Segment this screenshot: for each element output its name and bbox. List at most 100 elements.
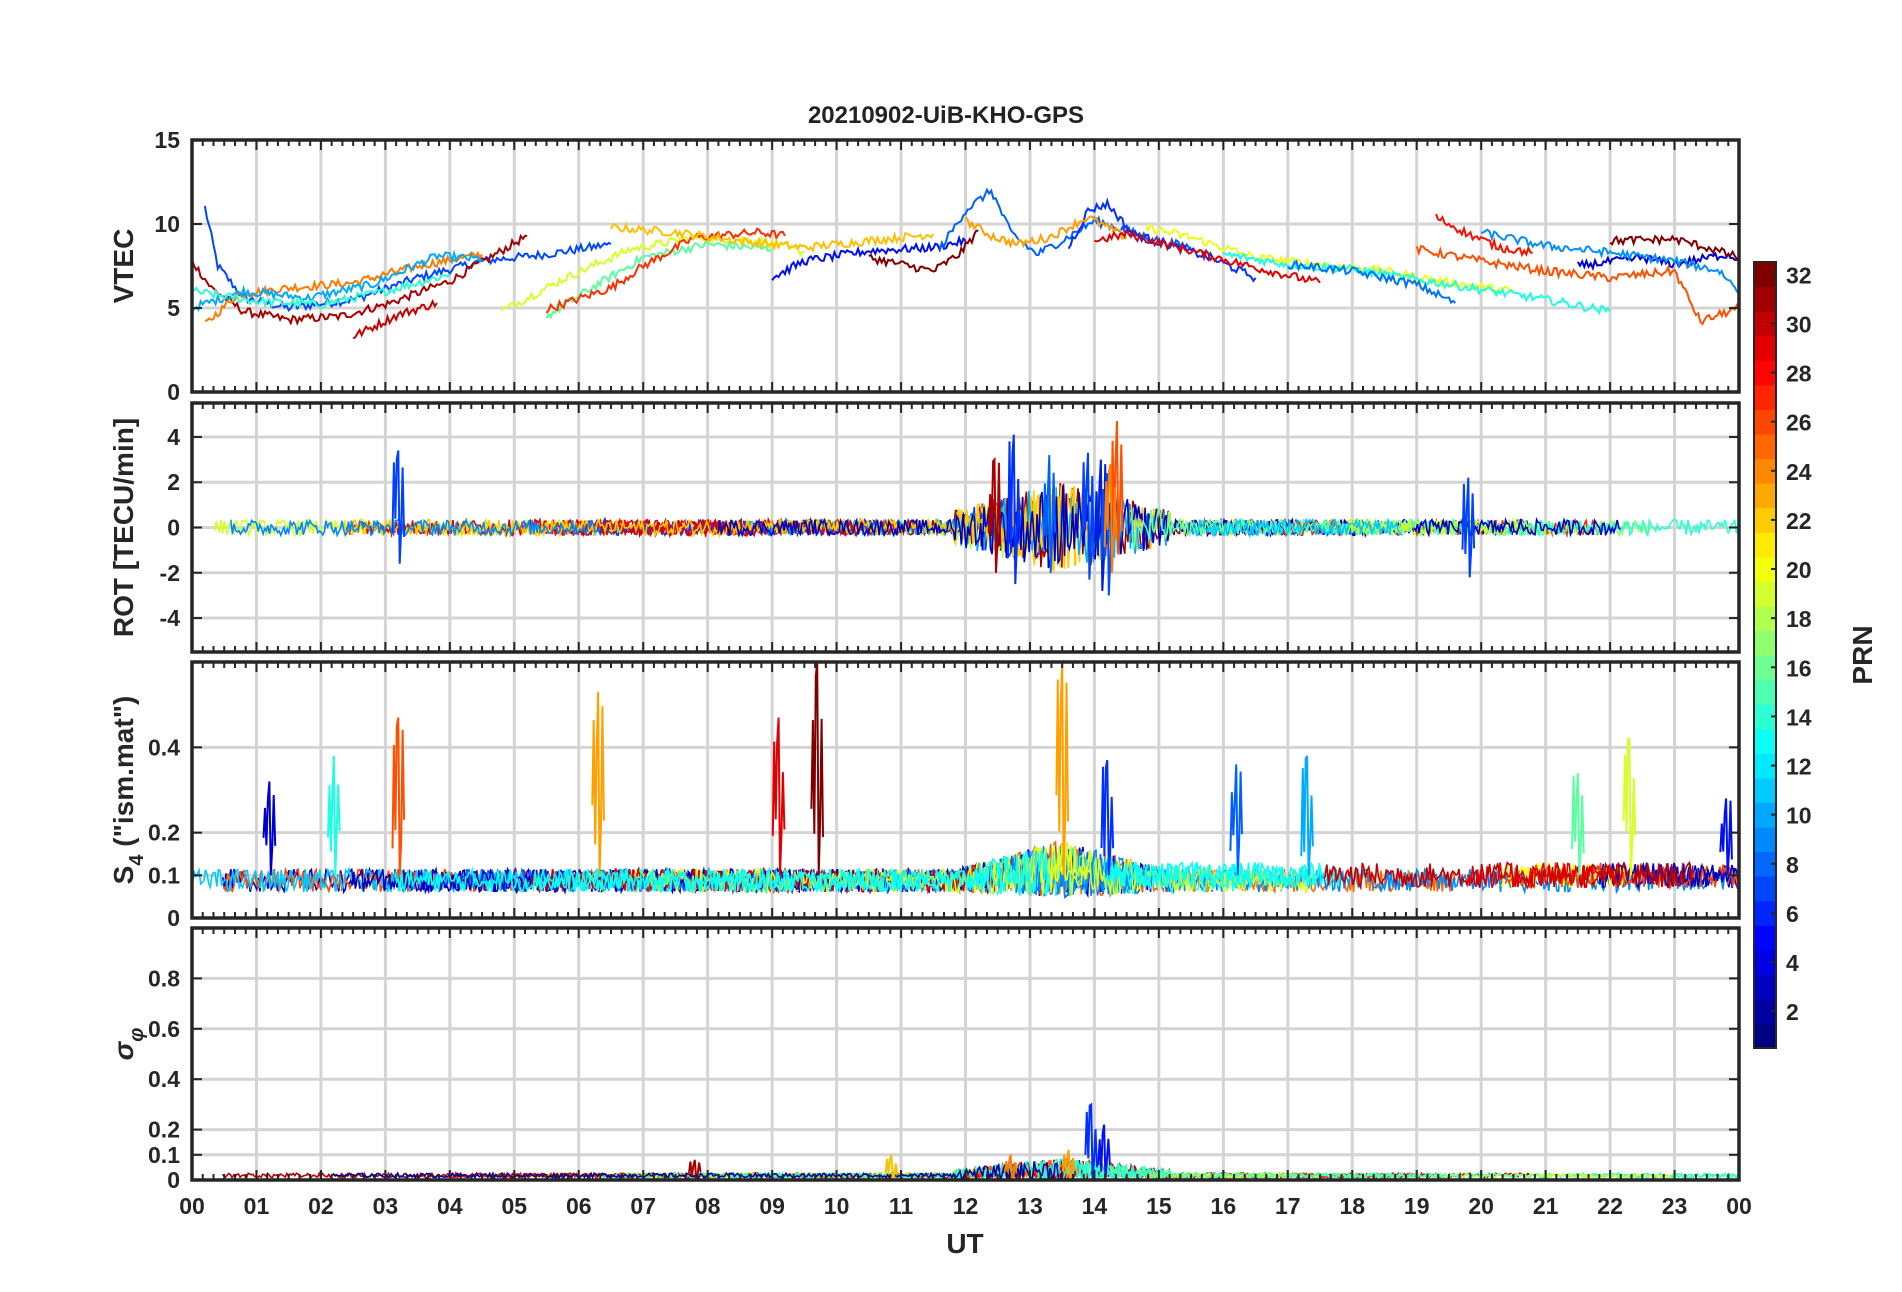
colorbar-segment xyxy=(1754,311,1776,337)
y-tick-label: 0 xyxy=(167,379,180,405)
s4-noise-trace xyxy=(394,850,1034,896)
vtec-series-prn2 xyxy=(771,234,967,281)
x-tick-label: 10 xyxy=(824,1193,850,1219)
sigma-noise-trace xyxy=(1135,1171,1429,1180)
colorbar-tick-label: 28 xyxy=(1786,361,1812,387)
x-tick-label: 18 xyxy=(1339,1193,1365,1219)
colorbar-tick-label: 22 xyxy=(1786,508,1812,534)
rot-spike xyxy=(1081,452,1095,580)
s4-spike xyxy=(1055,662,1069,876)
sigma-noise-trace xyxy=(1565,1172,1739,1180)
y-axis-label-main: σ xyxy=(108,1040,139,1060)
colorbar-tick-label: 18 xyxy=(1786,606,1812,632)
vtec-series-prn12 xyxy=(192,249,483,313)
colorbar-segment xyxy=(1754,384,1776,410)
colorbar-segment xyxy=(1754,433,1776,460)
rot-spike xyxy=(1461,477,1476,578)
colorbar-segment xyxy=(1754,581,1776,607)
colorbar-segment xyxy=(1754,458,1776,484)
x-tick-label: 06 xyxy=(566,1193,592,1219)
rot-noise-trace xyxy=(1506,517,1739,538)
s4-spike xyxy=(1571,772,1585,876)
rot-spike xyxy=(1110,421,1124,555)
x-tick-label: 23 xyxy=(1662,1193,1688,1219)
x-tick-label: 22 xyxy=(1597,1193,1623,1219)
x-tick-label: 11 xyxy=(889,1193,914,1219)
colorbar-segment xyxy=(1754,876,1776,902)
colorbar-tick-label: 16 xyxy=(1786,655,1812,681)
y-tick-label: 0.4 xyxy=(148,1066,180,1092)
vtec-series-prn32 xyxy=(1609,234,1739,261)
y-tick-label: 2 xyxy=(167,469,180,495)
rot-spike xyxy=(391,450,406,564)
colorbar-segment xyxy=(1754,925,1776,951)
y-axis-label-sub: 4 xyxy=(126,854,148,866)
colorbar-segment xyxy=(1754,777,1776,803)
x-tick-label: 03 xyxy=(373,1193,399,1219)
s4-noise-trace xyxy=(534,849,1051,895)
sigma-spike xyxy=(1003,1154,1018,1180)
vtec-series-prn31 xyxy=(192,233,528,327)
y-tick-label: 0.1 xyxy=(148,862,180,888)
panel-rot: -4 -2 0 2 4 ROT [TECU/min] xyxy=(108,401,1741,654)
y-axis-label-sub: φ xyxy=(126,1028,148,1042)
y-tick-label: 4 xyxy=(167,424,180,450)
y-tick-label: 0.2 xyxy=(148,820,180,846)
vtec-series-prn22 xyxy=(610,221,935,253)
y-axis-label: σφ xyxy=(108,1028,148,1061)
x-tick-label: 19 xyxy=(1404,1193,1430,1219)
vtec-series-prn7 xyxy=(1287,259,1457,305)
rot-spike xyxy=(1042,455,1057,573)
x-tick-label: 12 xyxy=(953,1193,979,1219)
x-tick-label: 00 xyxy=(179,1193,205,1219)
s4-spike xyxy=(391,717,406,876)
rot-spike xyxy=(987,456,1002,573)
vtec-series-prn25 xyxy=(1415,245,1739,326)
colorbar-segment xyxy=(1754,409,1776,435)
panel-data xyxy=(213,421,1739,596)
x-axis-label: UT xyxy=(946,1228,983,1259)
rot-noise-trace xyxy=(230,517,601,538)
x-tick-label: 04 xyxy=(437,1193,463,1219)
colorbar-tick-label: 32 xyxy=(1786,262,1812,288)
y-axis-label: ROT [TECU/min] xyxy=(108,418,139,637)
x-tick-label: 07 xyxy=(630,1193,656,1219)
vtec-series-prn23 xyxy=(964,215,1128,249)
sigma-spike xyxy=(884,1154,899,1180)
colorbar-segment xyxy=(1754,802,1776,828)
s4-spike xyxy=(810,662,824,876)
colorbar-segment xyxy=(1754,679,1776,705)
x-tick-label: 21 xyxy=(1533,1193,1559,1219)
y-axis-label-main: S xyxy=(108,866,139,885)
x-tick-label: 09 xyxy=(759,1193,785,1219)
colorbar-segment xyxy=(1754,728,1776,754)
vtec-series-prn32 xyxy=(868,229,979,273)
y-tick-label: 0.6 xyxy=(148,1016,180,1042)
rot-spike xyxy=(1007,434,1021,585)
colorbar-segment xyxy=(1754,335,1776,361)
rot-noise-trace xyxy=(1413,516,1621,538)
x-tick-label: 17 xyxy=(1275,1193,1301,1219)
colorbar-segment xyxy=(1754,851,1776,877)
x-tick-label: 02 xyxy=(308,1193,334,1219)
y-tick-label: 0.8 xyxy=(148,965,180,991)
colorbar-segment xyxy=(1754,507,1776,533)
y-axis-label: VTEC xyxy=(108,229,139,304)
colorbar-segment xyxy=(1754,1023,1776,1049)
x-tick-label: 01 xyxy=(244,1193,270,1219)
s4-spike xyxy=(327,755,341,876)
panel-vtec: 0 5 10 15 VTEC xyxy=(108,127,1741,405)
colorbar-frame xyxy=(1753,261,1777,1049)
rot-spike xyxy=(1094,459,1108,591)
colorbar-tick-label: 30 xyxy=(1786,311,1812,337)
y-tick-label: 10 xyxy=(154,211,180,237)
vtec-series-prn14 xyxy=(1222,251,1611,316)
s4-noise-trace xyxy=(1103,862,1342,889)
colorbar-segment xyxy=(1754,974,1776,1000)
s4-spike xyxy=(1719,798,1733,876)
colorbar-segment xyxy=(1754,360,1776,386)
colorbar-segment xyxy=(1754,753,1776,779)
x-tick-label: 08 xyxy=(695,1193,721,1219)
